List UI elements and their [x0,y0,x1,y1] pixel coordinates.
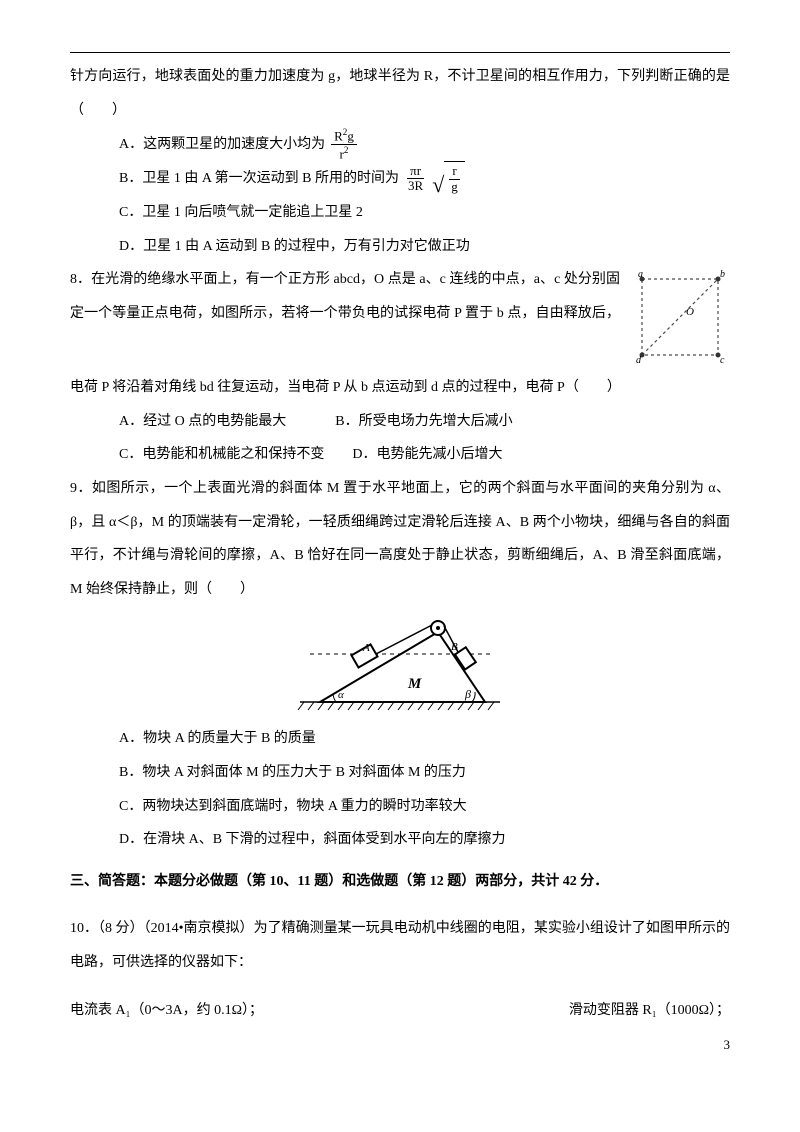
q7-continuation: 针方向运行，地球表面处的重力加速度为 g，地球半径为 R，不计卫星间的相互作用力… [70,60,730,127]
q10-right: 滑动变阻器 R₁（1000Ω）； [569,994,730,1028]
svg-text:α: α [338,689,344,701]
q7-b-sqrt: √ r g [432,161,465,196]
section3-title: 三、简答题：本题分必做题（第 10、11 题）和选做题（第 12 题）两部分，共… [70,865,730,899]
svg-text:O: O [686,306,694,318]
frac-num: πr [407,164,424,179]
frac-num: R2g [331,127,357,145]
q7-b-text: B．卫星 1 由 A 第一次运动到 B 所用的时间为 [119,162,399,196]
q7-option-d: D．卫星 1 由 A 运动到 B 的过程中，万有引力对它做正功 [119,230,730,264]
page-container: 针方向运行，地球表面处的重力加速度为 g，地球半径为 R，不计卫星间的相互作用力… [0,0,800,1081]
q8-figure: a b c d O [630,267,730,367]
sqrt-sign: √ [432,174,444,196]
q8-option-cd: C．电势能和机械能之和保持不变 D．电势能先减小后增大 [119,438,730,472]
svg-text:A: A [362,642,370,654]
q10-text: 10．（8 分）（2014•南京模拟）为了精确测量某一玩具电动机中线圈的电阻，某… [70,912,730,979]
frac-den: 3R [405,179,426,193]
q9-option-c: C．两物块达到斜面底端时，物块 A 重力的瞬时功率较大 [119,790,730,824]
q8-d: D．电势能先减小后增大 [352,447,502,462]
q9-option-a: A．物块 A 的质量大于 B 的质量 [119,722,730,756]
q9-figure: A B α β M [290,614,510,714]
q7-option-a: A．这两颗卫星的加速度大小均为 R2g r2 [119,127,730,161]
header-rule [70,52,730,53]
q7-a-formula: R2g r2 [331,127,357,161]
q8-options: A．经过 O 点的电势能最大 B．所受电场力先增大后减小 C．电势能和机械能之和… [70,405,730,472]
svg-text:β: β [464,687,471,701]
q8-a: A．经过 O 点的电势能最大 [119,414,286,429]
svg-text:b: b [720,269,725,280]
sqrt-body: r g [444,161,465,196]
frac-num: r [449,164,459,179]
q7-options: A．这两颗卫星的加速度大小均为 R2g r2 B．卫星 1 由 A 第一次运动到… [70,127,730,263]
q7-option-c: C．卫星 1 向后喷气就一定能追上卫星 2 [119,196,730,230]
q10-left: 电流表 A₁（0～3A，约 0.1Ω）； [70,994,263,1028]
q8-block: a b c d O 8．在光滑的绝缘水平面上，有一个正方形 abcd，O 点是 … [70,263,730,472]
q8-option-ab: A．经过 O 点的电势能最大 B．所受电场力先增大后减小 [119,405,730,439]
q7-option-b: B．卫星 1 由 A 第一次运动到 B 所用的时间为 πr 3R √ r g [119,161,730,196]
q9-option-d: D．在滑块 A、B 下滑的过程中，斜面体受到水平向左的摩擦力 [119,823,730,857]
q10-items: 电流表 A₁（0～3A，约 0.1Ω）； 滑动变阻器 R₁（1000Ω）； [70,994,730,1028]
svg-text:c: c [720,355,725,366]
q7-b-frac1: πr 3R [405,164,426,194]
q9-options: A．物块 A 的质量大于 B 的质量 B．物块 A 对斜面体 M 的压力大于 B… [70,722,730,856]
q7-a-text: A．这两颗卫星的加速度大小均为 [119,128,325,162]
page-number: 3 [724,1037,731,1053]
q8-b: B．所受电场力先增大后减小 [335,414,512,429]
frac-den: g [448,180,461,194]
q8-c: C．电势能和机械能之和保持不变 [119,447,324,462]
svg-text:a: a [638,269,643,280]
q9-option-b: B．物块 A 对斜面体 M 的压力大于 B 对斜面体 M 的压力 [119,756,730,790]
sqrt-frac: r g [448,164,461,194]
frac-den: r2 [337,145,352,162]
q9-text: 9．如图所示，一个上表面光滑的斜面体 M 置于水平地面上，它的两个斜面与水平面间… [70,472,730,606]
svg-text:M: M [407,676,422,692]
